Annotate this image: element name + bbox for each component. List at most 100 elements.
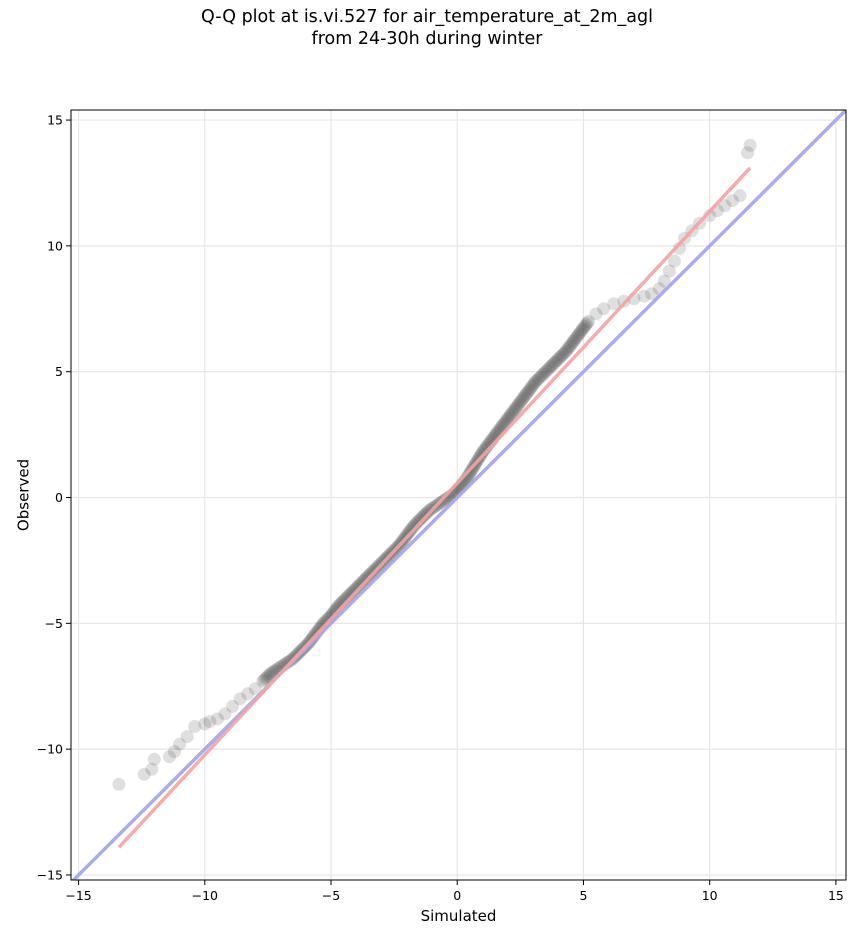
quantile-point bbox=[354, 576, 368, 590]
quantile-point bbox=[521, 385, 535, 399]
quantile-point bbox=[218, 707, 232, 721]
quantile-point bbox=[406, 520, 420, 534]
quantile-point bbox=[477, 444, 491, 458]
quantile-point bbox=[248, 682, 262, 696]
quantile-point bbox=[419, 506, 433, 520]
quantile-point bbox=[563, 340, 577, 354]
quantile-point bbox=[573, 326, 587, 340]
quantile-point bbox=[536, 367, 550, 381]
quantile-point bbox=[198, 717, 212, 731]
quantile-point bbox=[510, 400, 524, 414]
quantile-point bbox=[241, 687, 255, 701]
quantile-point bbox=[538, 366, 552, 380]
quantile-point bbox=[637, 289, 651, 303]
quantile-point bbox=[535, 369, 549, 383]
quantile-point bbox=[412, 514, 426, 528]
quantile-point bbox=[409, 517, 423, 531]
quantile-point bbox=[263, 667, 277, 681]
quantile-point bbox=[168, 745, 182, 759]
quantile-point bbox=[662, 264, 676, 278]
quantile-point bbox=[578, 319, 592, 333]
quantile-point bbox=[571, 328, 585, 342]
quantile-point bbox=[579, 318, 593, 332]
quantile-point bbox=[561, 341, 575, 355]
quantile-point bbox=[553, 351, 567, 365]
quantile-point bbox=[475, 445, 489, 459]
quantile-point bbox=[505, 407, 519, 421]
quantile-point bbox=[528, 375, 542, 389]
quantile-point bbox=[462, 467, 476, 481]
quantile-point bbox=[518, 388, 532, 402]
quantile-point bbox=[407, 518, 421, 532]
quantile-point bbox=[530, 373, 544, 387]
quantile-point bbox=[502, 410, 516, 424]
quantile-point bbox=[416, 509, 430, 523]
y-tick-label: −10 bbox=[37, 742, 63, 757]
quantile-point bbox=[402, 525, 416, 539]
quantile-point bbox=[347, 584, 361, 598]
quantile-point bbox=[137, 767, 151, 781]
quantile-point bbox=[542, 361, 556, 375]
quantile-point bbox=[513, 395, 527, 409]
x-tick-label: 15 bbox=[828, 888, 844, 903]
quantile-point bbox=[560, 343, 574, 357]
y-tick-label: −15 bbox=[37, 867, 63, 882]
reference-lines bbox=[71, 110, 846, 880]
quantile-point bbox=[517, 390, 531, 404]
quantile-point bbox=[580, 316, 594, 330]
quantile-point bbox=[607, 297, 621, 311]
chart-subtitle: from 24-30h during winter bbox=[311, 29, 543, 49]
quantile-point bbox=[357, 573, 371, 587]
quantile-point bbox=[260, 670, 274, 684]
quantile-point bbox=[523, 381, 537, 395]
quantile-point bbox=[259, 671, 273, 685]
chart-title: Q-Q plot at is.vi.527 for air_temperatur… bbox=[201, 7, 653, 27]
quantile-point bbox=[503, 408, 517, 422]
fit-line bbox=[117, 166, 752, 849]
quantile-point bbox=[422, 503, 436, 517]
quantile-point bbox=[733, 189, 747, 203]
quantile-point bbox=[526, 378, 540, 392]
quantile-point bbox=[516, 392, 530, 406]
quantile-point bbox=[344, 587, 358, 601]
quantile-point bbox=[415, 511, 429, 525]
quantile-point bbox=[173, 737, 187, 751]
quantile-point bbox=[551, 352, 565, 366]
quantile-point bbox=[576, 321, 590, 335]
quantile-point bbox=[527, 376, 541, 390]
quantile-point bbox=[725, 194, 739, 208]
quantile-point bbox=[566, 335, 580, 349]
identity-line bbox=[71, 110, 846, 880]
quantile-point bbox=[515, 393, 529, 407]
quantile-point bbox=[544, 360, 558, 374]
quantile-point bbox=[226, 699, 240, 713]
quantile-point bbox=[256, 674, 270, 688]
x-tick-label: 0 bbox=[453, 888, 461, 903]
quantile-point bbox=[657, 274, 671, 288]
quantile-point bbox=[569, 331, 583, 345]
quantile-point bbox=[597, 302, 611, 316]
quantile-point bbox=[418, 508, 432, 522]
quantile-point bbox=[498, 415, 512, 429]
quantile-point bbox=[550, 354, 564, 368]
quantile-point bbox=[506, 405, 520, 419]
quantile-point bbox=[741, 146, 755, 160]
y-tick-label: 0 bbox=[55, 490, 63, 505]
quantile-point bbox=[541, 363, 555, 377]
quantile-point bbox=[556, 348, 570, 362]
quantile-point bbox=[743, 138, 757, 152]
quantile-point bbox=[413, 512, 427, 526]
quantile-point bbox=[559, 345, 573, 359]
quantile-point bbox=[582, 314, 596, 328]
y-axis-label: Observed bbox=[14, 459, 32, 531]
quantile-point bbox=[421, 505, 435, 519]
grid bbox=[71, 110, 846, 880]
quantile-point bbox=[162, 750, 176, 764]
quantile-point bbox=[210, 712, 224, 726]
quantile-point bbox=[145, 762, 159, 776]
quantile-point bbox=[501, 412, 515, 426]
quantile-point bbox=[507, 403, 521, 417]
quantile-point bbox=[512, 397, 526, 411]
quantile-point bbox=[589, 307, 603, 321]
quantile-point bbox=[532, 372, 546, 386]
